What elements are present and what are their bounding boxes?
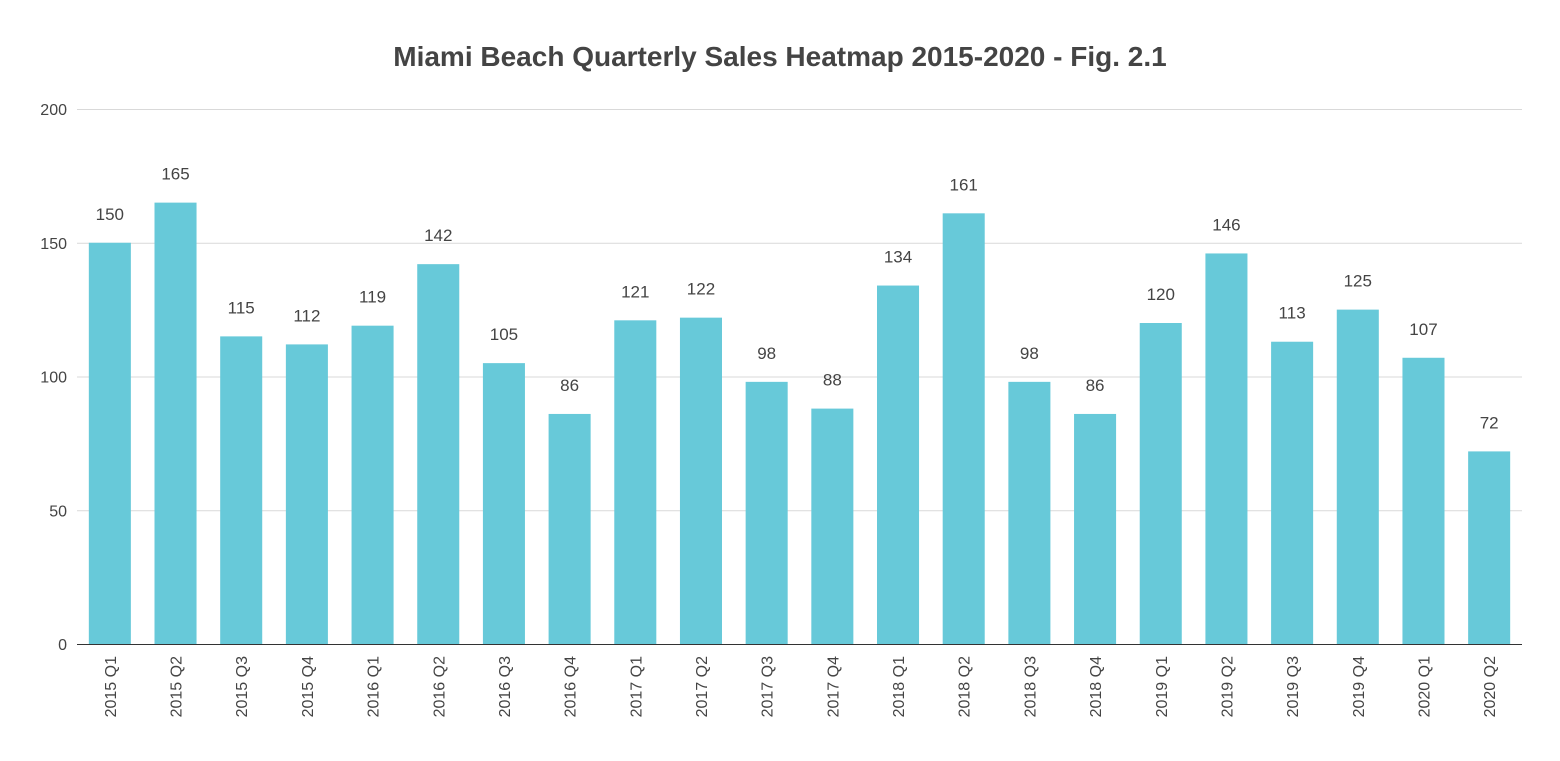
data-label: 121 (621, 282, 649, 301)
bar (1468, 451, 1511, 644)
x-tick-label: 2020 Q1 (1416, 656, 1433, 717)
data-label: 86 (560, 376, 579, 395)
bar (614, 320, 657, 644)
data-label: 150 (96, 205, 124, 224)
x-tick-label: 2020 Q2 (1482, 656, 1499, 717)
bar (1205, 253, 1248, 644)
data-label: 125 (1344, 272, 1372, 291)
x-tick-label: 2017 Q1 (628, 656, 645, 717)
bar (1402, 357, 1445, 644)
x-tick-label: 2018 Q1 (891, 656, 908, 717)
data-label: 165 (161, 165, 189, 184)
x-tick-label: 2016 Q1 (366, 656, 383, 717)
data-label: 119 (359, 288, 386, 307)
bar (942, 213, 985, 644)
x-axis-ticks: 2015 Q1 2015 Q2 2015 Q3 2015 Q4 2016 Q1 2016 … (103, 656, 1499, 717)
bar (88, 242, 131, 644)
x-tick-label: 2018 Q2 (957, 656, 974, 717)
x-tick-label: 2015 Q1 (103, 656, 120, 717)
data-label: 88 (823, 371, 842, 390)
y-tick-label: 0 (58, 637, 67, 654)
data-label: 113 (1279, 304, 1306, 323)
x-tick-label: 2015 Q4 (300, 656, 317, 717)
data-label: 107 (1409, 320, 1437, 339)
data-label: 134 (884, 248, 912, 267)
bar (745, 381, 788, 644)
y-tick-label: 100 (40, 370, 67, 387)
y-axis-ticks: 0 50 100 150 200 (40, 102, 67, 654)
y-tick-label: 50 (49, 503, 67, 520)
x-tick-label: 2018 Q3 (1022, 656, 1039, 717)
chart-title: Miami Beach Quarterly Sales Heatmap 2015… (393, 41, 1166, 72)
data-labels: 150 165 115 112 119 142 105 86 121 122 98 88 134 161 9… (96, 165, 1499, 433)
x-tick-label: 2016 Q4 (563, 656, 580, 717)
data-label: 105 (490, 325, 518, 344)
y-tick-label: 150 (40, 236, 67, 253)
data-label: 86 (1086, 376, 1105, 395)
x-tick-label: 2019 Q2 (1219, 656, 1236, 717)
bar (220, 336, 263, 644)
x-tick-label: 2019 Q1 (1154, 656, 1171, 717)
bar (1074, 413, 1117, 644)
bar (811, 408, 854, 644)
x-tick-label: 2017 Q3 (760, 656, 777, 717)
x-tick-label: 2017 Q2 (694, 656, 711, 717)
x-tick-label: 2018 Q4 (1088, 656, 1105, 717)
x-tick-label: 2019 Q3 (1285, 656, 1302, 717)
bar (417, 264, 460, 644)
data-label: 146 (1212, 215, 1240, 234)
x-tick-label: 2016 Q2 (431, 656, 448, 717)
y-tick-label: 200 (40, 102, 67, 119)
data-label: 72 (1480, 413, 1499, 432)
bar (482, 363, 525, 644)
data-label: 142 (424, 226, 452, 245)
x-tick-label: 2017 Q4 (825, 656, 842, 717)
bar (1139, 323, 1182, 644)
data-label: 122 (687, 280, 715, 299)
bar (877, 285, 920, 644)
data-label: 112 (293, 306, 320, 325)
bar (351, 325, 394, 644)
bar (1271, 341, 1314, 644)
data-label: 98 (1020, 344, 1039, 363)
bar (1008, 381, 1051, 644)
bar (679, 317, 722, 644)
data-label: 120 (1147, 285, 1175, 304)
x-tick-label: 2015 Q2 (169, 656, 186, 717)
bar (1336, 309, 1379, 644)
data-label: 161 (950, 175, 978, 194)
data-label: 98 (757, 344, 776, 363)
data-label: 115 (228, 298, 255, 317)
bars (88, 202, 1511, 644)
bar (154, 202, 197, 644)
x-tick-label: 2019 Q4 (1351, 656, 1368, 717)
bar (548, 413, 591, 644)
x-tick-label: 2015 Q3 (234, 656, 251, 717)
x-tick-label: 2016 Q3 (497, 656, 514, 717)
bar (285, 344, 328, 644)
